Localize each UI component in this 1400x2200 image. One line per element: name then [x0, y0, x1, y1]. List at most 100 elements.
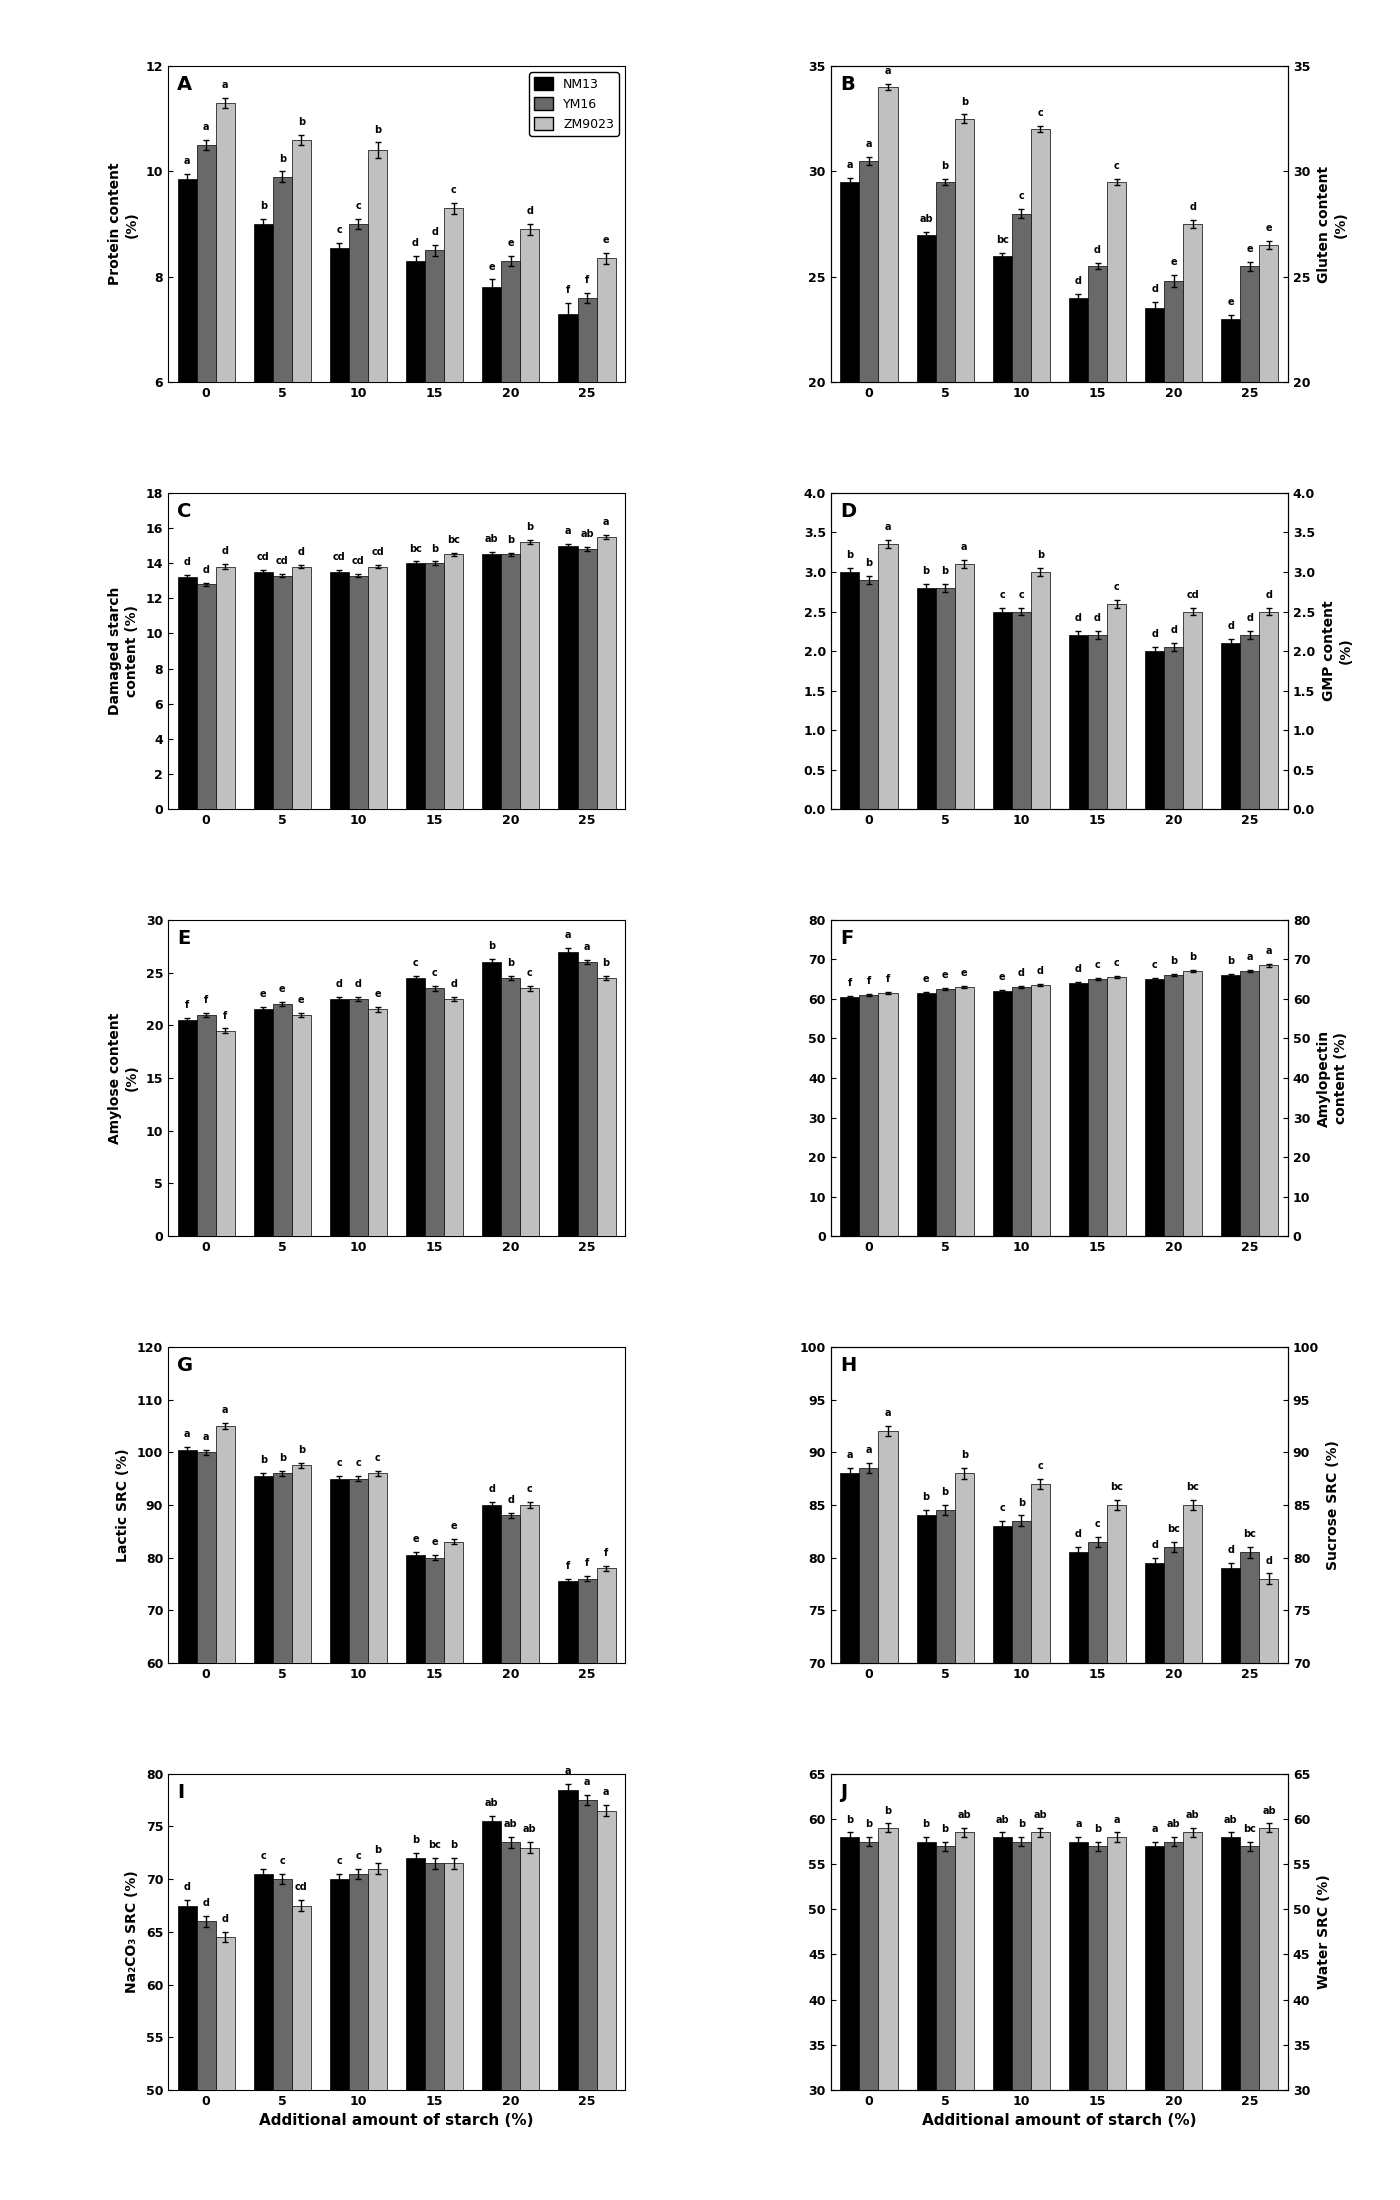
Bar [1107, 977, 1126, 1236]
Bar [559, 950, 578, 1236]
Y-axis label: Na₂CO₃ SRC (%): Na₂CO₃ SRC (%) [125, 1870, 139, 1993]
Text: d: d [1037, 966, 1044, 977]
Text: b: b [1093, 1824, 1100, 1833]
Y-axis label: Amylopectin
content (%): Amylopectin content (%) [1317, 1030, 1348, 1126]
Text: f: f [566, 1560, 570, 1571]
Bar [330, 1879, 349, 2200]
Text: e: e [1000, 972, 1005, 981]
Text: a: a [1266, 946, 1273, 957]
Text: a: a [203, 1432, 210, 1441]
Text: b: b [885, 1806, 892, 1815]
Text: b: b [923, 1492, 930, 1503]
Bar [521, 229, 539, 700]
Text: d: d [1093, 614, 1100, 623]
Text: d: d [1151, 1540, 1158, 1549]
Bar [291, 141, 311, 700]
Text: cd: cd [353, 557, 365, 565]
Text: b: b [602, 957, 609, 968]
Bar [955, 563, 974, 810]
Bar [878, 1432, 897, 2200]
Text: a: a [584, 1778, 591, 1786]
Text: bc: bc [1186, 1483, 1200, 1492]
Bar [917, 1516, 935, 2200]
Text: ab: ab [484, 1797, 498, 1808]
Bar [1165, 647, 1183, 810]
Bar [291, 1905, 311, 2200]
Text: a: a [221, 79, 228, 90]
Bar [860, 1841, 878, 2200]
Text: d: d [1075, 614, 1082, 623]
Bar [917, 1841, 935, 2200]
Text: ab: ab [1263, 1806, 1275, 1815]
Bar [291, 568, 311, 810]
Bar [501, 1516, 521, 1980]
Text: b: b [507, 957, 514, 968]
Bar [1145, 308, 1165, 803]
Bar [406, 1555, 426, 1980]
Bar [349, 1478, 368, 1980]
Bar [1260, 1580, 1278, 2200]
Text: a: a [603, 517, 609, 528]
Text: e: e [603, 235, 609, 244]
Bar [1088, 1542, 1107, 2200]
Text: b: b [1037, 550, 1044, 561]
Bar [1012, 1841, 1030, 2200]
Text: b: b [451, 1839, 458, 1850]
Text: b: b [507, 535, 514, 546]
Text: b: b [923, 565, 930, 576]
Text: d: d [412, 238, 419, 249]
Y-axis label: Protein content
(%): Protein content (%) [108, 163, 139, 286]
Bar [444, 1863, 463, 2200]
Bar [1107, 1505, 1126, 2200]
Bar [1145, 1846, 1165, 2200]
Text: ab: ab [1033, 1811, 1047, 1819]
Text: bc: bc [428, 1839, 441, 1850]
Bar [878, 1828, 897, 2200]
Text: e: e [298, 994, 305, 1005]
Text: cd: cd [276, 557, 288, 565]
Text: b: b [298, 1445, 305, 1454]
Bar [578, 1580, 596, 1980]
Text: bc: bc [1110, 1483, 1123, 1492]
Text: b: b [1170, 957, 1177, 966]
Text: ab: ab [580, 530, 594, 539]
Bar [196, 1921, 216, 2200]
Bar [196, 145, 216, 700]
Text: d: d [1189, 202, 1196, 211]
Text: e: e [260, 990, 266, 999]
Y-axis label: Amylose content
(%): Amylose content (%) [108, 1012, 139, 1144]
Bar [178, 1905, 196, 2200]
Y-axis label: Damaged starch
content (%): Damaged starch content (%) [108, 587, 139, 715]
Text: bc: bc [1168, 1525, 1180, 1533]
Text: d: d [1266, 1555, 1273, 1566]
Bar [1145, 651, 1165, 810]
Text: d: d [203, 1899, 210, 1907]
Text: ab: ab [958, 1811, 972, 1819]
Text: b: b [1018, 1498, 1025, 1507]
Text: cd: cd [256, 552, 270, 563]
Bar [1260, 612, 1278, 810]
Bar [426, 1558, 444, 1980]
Bar [273, 1003, 291, 1236]
Text: e: e [942, 970, 948, 979]
Text: c: c [356, 1850, 361, 1861]
Bar [1183, 970, 1203, 1236]
Bar [482, 1505, 501, 1980]
Text: b: b [942, 1487, 949, 1496]
Text: c: c [1113, 959, 1120, 968]
Bar [1030, 1833, 1050, 2200]
Bar [1012, 1520, 1030, 2200]
Bar [1221, 1837, 1240, 2200]
Bar [426, 251, 444, 700]
Bar [521, 1848, 539, 2200]
Text: c: c [1095, 1518, 1100, 1529]
Bar [596, 257, 616, 700]
Text: E: E [178, 928, 190, 948]
Bar [1012, 612, 1030, 810]
Text: d: d [298, 548, 305, 557]
Bar [1260, 966, 1278, 1236]
Bar [1183, 1833, 1203, 2200]
Text: e: e [1228, 297, 1235, 306]
Text: ab: ab [1224, 1815, 1238, 1824]
Text: d: d [507, 1496, 514, 1505]
